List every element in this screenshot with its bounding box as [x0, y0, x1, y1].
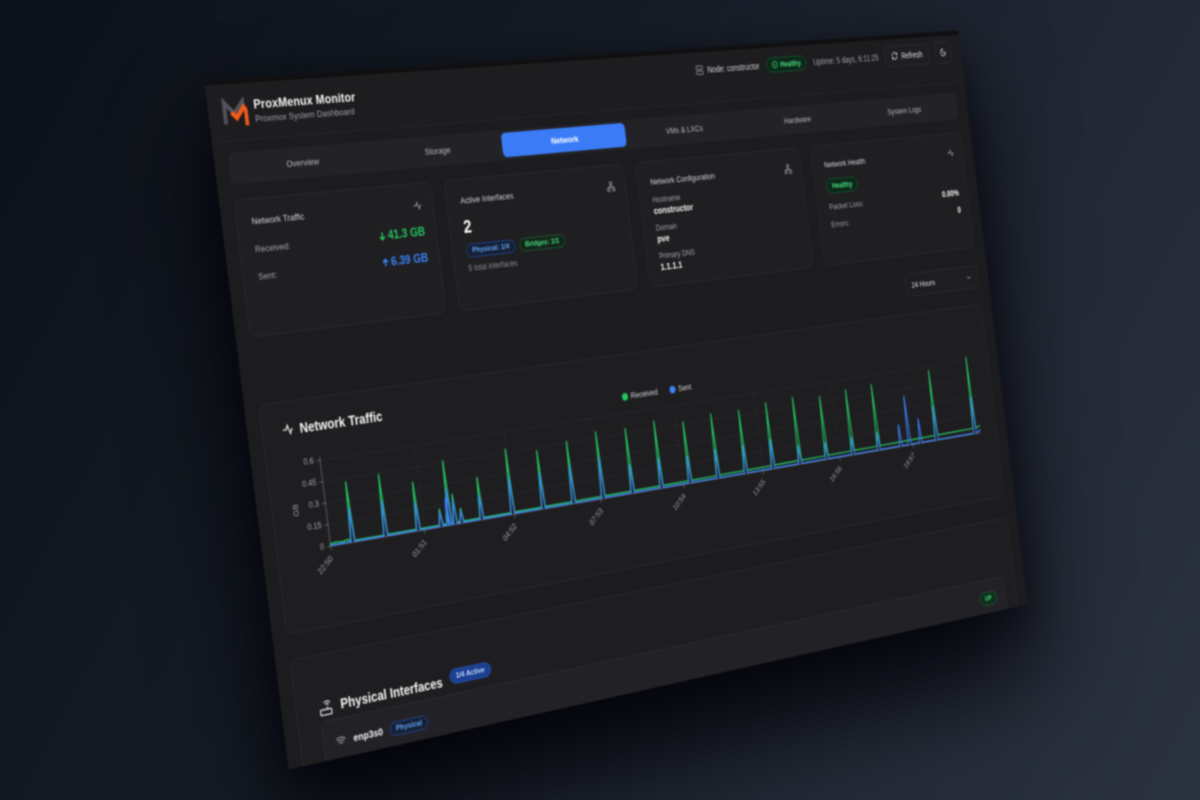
svg-text:04:52: 04:52	[501, 521, 519, 543]
svg-text:0.15: 0.15	[307, 520, 323, 533]
svg-text:GB: GB	[290, 503, 300, 517]
svg-text:16:56: 16:56	[828, 463, 843, 483]
svg-text:19:57: 19:57	[902, 450, 916, 470]
svg-text:0.3: 0.3	[308, 498, 320, 510]
svg-text:07:53: 07:53	[588, 506, 605, 528]
svg-text:01:51: 01:51	[410, 537, 428, 560]
svg-text:0.45: 0.45	[301, 477, 317, 490]
svg-text:0.6: 0.6	[303, 455, 315, 467]
svg-text:0: 0	[319, 541, 325, 552]
svg-text:22:50: 22:50	[316, 553, 335, 576]
svg-text:10:54: 10:54	[671, 491, 687, 512]
svg-text:13:55: 13:55	[751, 477, 766, 498]
